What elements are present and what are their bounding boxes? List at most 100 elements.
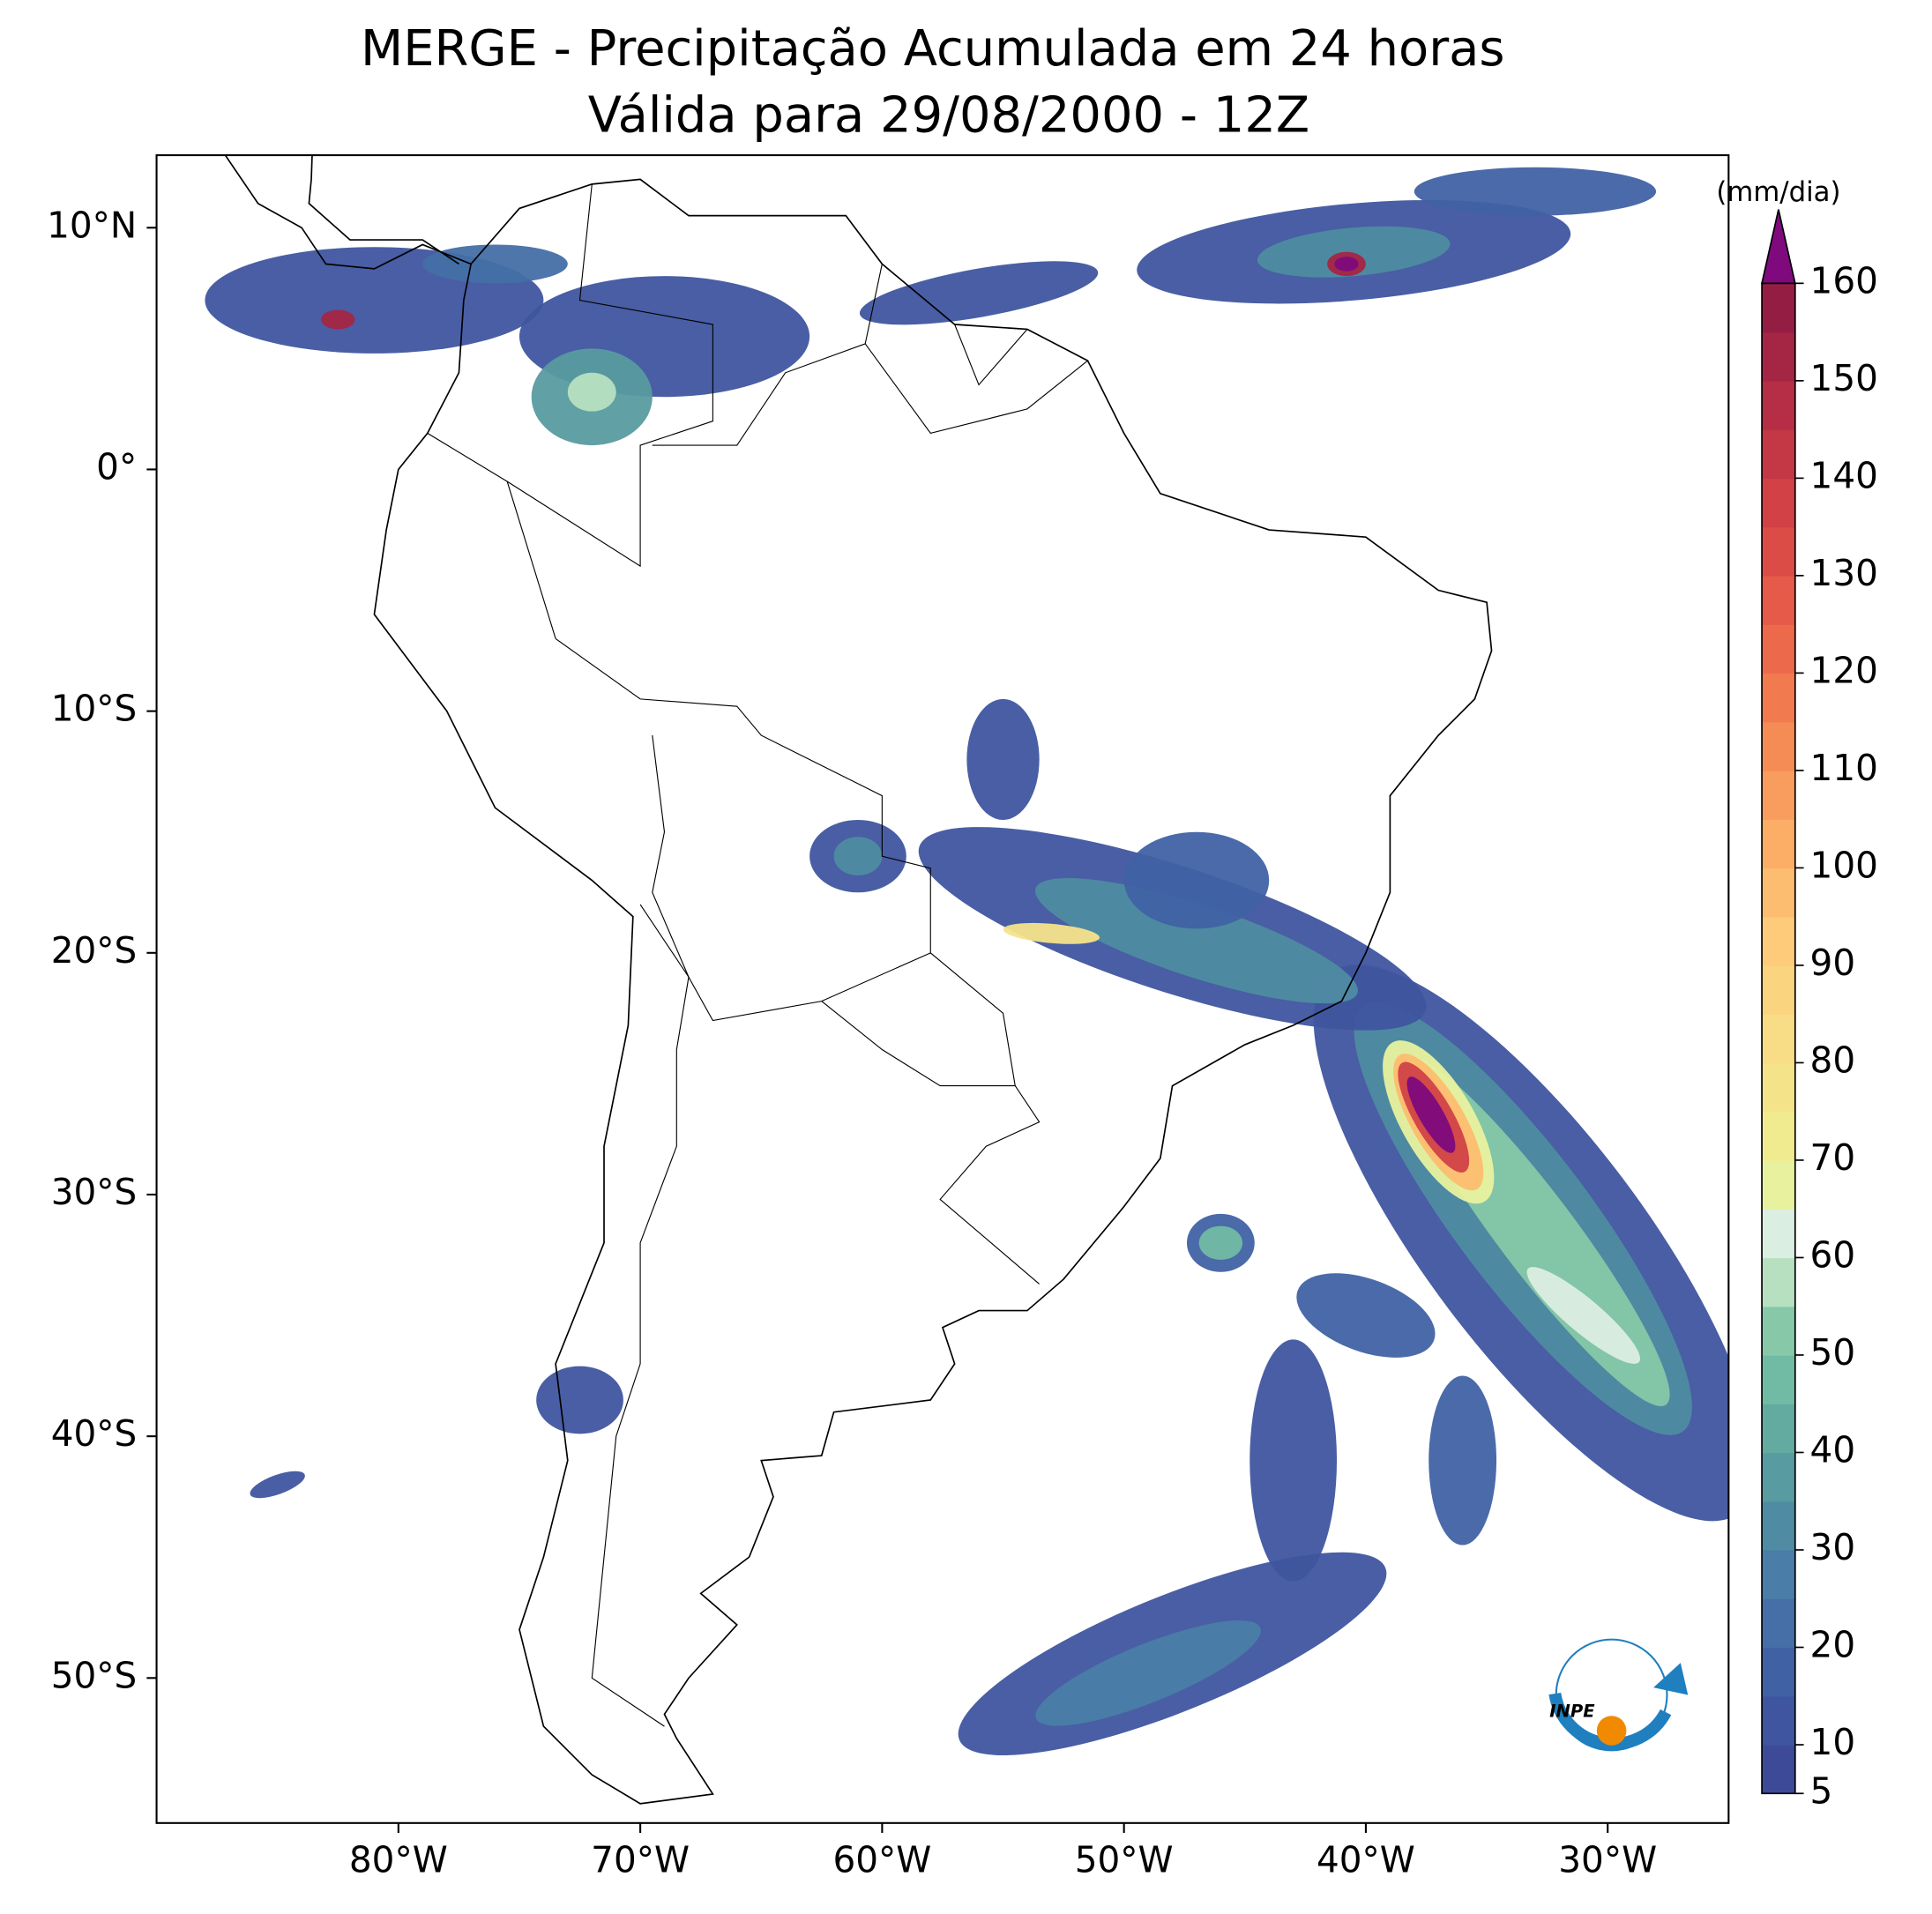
country-border bbox=[591, 904, 690, 1727]
logo-arrow bbox=[1653, 1663, 1689, 1695]
logo-ring bbox=[1555, 1638, 1668, 1752]
colorbar-tick-label: 100 bbox=[1810, 844, 1878, 886]
y-tick-label: 40°S bbox=[51, 1412, 137, 1455]
y-tick-label: 0° bbox=[96, 445, 137, 488]
precip-area bbox=[1257, 226, 1451, 278]
colorbar-tick-label: 50 bbox=[1810, 1331, 1856, 1374]
logo-text: INPE bbox=[1549, 1702, 1595, 1722]
colorbar-swatch bbox=[1762, 1306, 1795, 1356]
precip-area bbox=[1406, 1076, 1456, 1153]
precip-area bbox=[1003, 922, 1100, 944]
country-border bbox=[954, 324, 1028, 386]
colorbar-tick-label: 70 bbox=[1810, 1136, 1856, 1179]
colorbar-tick-label: 30 bbox=[1810, 1526, 1856, 1568]
precip-area bbox=[1334, 257, 1359, 272]
colorbar-swatch bbox=[1762, 575, 1795, 625]
x-tick-label: 70°W bbox=[591, 1839, 690, 1881]
y-tick-label: 20°S bbox=[51, 929, 137, 972]
colorbar-swatch bbox=[1762, 331, 1795, 382]
precip-area bbox=[321, 309, 355, 330]
colorbar-swatch bbox=[1762, 1598, 1795, 1649]
country-border bbox=[864, 343, 1088, 435]
colorbar-swatch bbox=[1762, 380, 1795, 430]
x-tick-label: 60°W bbox=[832, 1839, 931, 1881]
colorbar-swatch bbox=[1762, 1209, 1795, 1259]
precip-area bbox=[1414, 167, 1657, 216]
colorbar-swatch bbox=[1762, 1354, 1795, 1404]
colorbar-swatch bbox=[1762, 283, 1795, 333]
y-tick-label: 30°S bbox=[51, 1171, 137, 1213]
coastline bbox=[224, 155, 1493, 1805]
title: MERGE - Precipitação Acumulada em 24 hor… bbox=[361, 20, 1505, 78]
y-tick-label: 50°S bbox=[51, 1654, 137, 1696]
colorbar-swatch bbox=[1762, 1062, 1795, 1113]
precip-area bbox=[1526, 1267, 1641, 1364]
colorbar-tick-label: 20 bbox=[1810, 1624, 1856, 1666]
colorbar-label: (mm/dia) bbox=[1716, 176, 1840, 208]
precip-area bbox=[833, 837, 883, 876]
colorbar-swatch bbox=[1762, 526, 1795, 577]
precip-area bbox=[1428, 1375, 1497, 1545]
colorbar-swatch bbox=[1762, 1111, 1795, 1161]
y-tick-label: 10°S bbox=[51, 688, 137, 730]
colorbar-extension bbox=[1761, 209, 1796, 285]
x-tick-label: 80°W bbox=[349, 1839, 448, 1881]
colorbar-tick-label: 140 bbox=[1810, 454, 1878, 496]
coastline-central-america bbox=[308, 155, 459, 265]
colorbar-swatch bbox=[1762, 1159, 1795, 1210]
colorbar-tick-label: 60 bbox=[1810, 1233, 1856, 1276]
precip-area bbox=[422, 244, 568, 284]
colorbar-swatch bbox=[1762, 673, 1795, 723]
country-border bbox=[427, 432, 556, 639]
x-tick-label: 40°W bbox=[1317, 1839, 1415, 1881]
colorbar-swatch bbox=[1762, 1257, 1795, 1307]
colorbar-tick-label: 130 bbox=[1810, 552, 1878, 594]
colorbar-tick-label: 120 bbox=[1810, 649, 1878, 691]
colorbar-swatch bbox=[1762, 964, 1795, 1015]
logo-sun bbox=[1596, 1716, 1627, 1746]
country-border bbox=[555, 637, 1041, 1285]
colorbar-outline bbox=[1761, 282, 1796, 1795]
colorbar-tick-label: 110 bbox=[1810, 747, 1878, 789]
colorbar-swatch bbox=[1762, 916, 1795, 966]
colorbar-swatch bbox=[1762, 819, 1795, 869]
inpe-logo: INPE bbox=[1548, 1638, 1689, 1752]
y-tick-label: 10°N bbox=[47, 204, 137, 246]
colorbar-swatch bbox=[1762, 429, 1795, 480]
colorbar-tick-label: 10 bbox=[1810, 1721, 1856, 1763]
colorbar-swatch bbox=[1762, 1501, 1795, 1551]
colorbar-swatch bbox=[1762, 478, 1795, 528]
colorbar-tick-label: 80 bbox=[1810, 1039, 1856, 1081]
colorbar-swatch bbox=[1762, 1745, 1795, 1794]
colorbar-tick-label: 5 bbox=[1810, 1769, 1833, 1812]
map-frame bbox=[155, 153, 1730, 1824]
colorbar-swatch bbox=[1762, 1549, 1795, 1599]
colorbar-tick-label: 90 bbox=[1810, 942, 1856, 984]
x-tick-label: 50°W bbox=[1075, 1839, 1174, 1881]
precip-area bbox=[1249, 1339, 1338, 1582]
precip-area bbox=[567, 372, 616, 412]
precip-area bbox=[1035, 1620, 1261, 1726]
precip-area bbox=[859, 261, 1099, 325]
colorbar-swatch bbox=[1762, 1452, 1795, 1502]
colorbar-swatch bbox=[1762, 1647, 1795, 1697]
precip-area bbox=[1296, 1273, 1436, 1358]
precip-area bbox=[536, 1366, 623, 1434]
colorbar-swatch bbox=[1762, 1404, 1795, 1454]
precip-area bbox=[1123, 831, 1270, 929]
precipitation-field bbox=[205, 167, 1729, 1756]
country-border bbox=[506, 183, 713, 568]
colorbar-swatch bbox=[1762, 868, 1795, 918]
x-tick-label: 30°W bbox=[1558, 1839, 1657, 1881]
colorbar-swatch bbox=[1762, 1695, 1795, 1746]
coastline-south-america bbox=[224, 155, 1493, 1805]
country-border bbox=[652, 264, 883, 446]
country-border bbox=[821, 1001, 1016, 1087]
colorbar: 5 10 20 30 40 50 60 70 80 90 100 110 120 130 140 150 160… bbox=[1716, 176, 1877, 1812]
precip-area bbox=[966, 698, 1040, 821]
colorbar-tick-label: 40 bbox=[1810, 1428, 1856, 1471]
colorbar-tick-label: 150 bbox=[1810, 357, 1878, 399]
precip-area bbox=[250, 1471, 305, 1499]
colorbar-swatch bbox=[1762, 721, 1795, 771]
